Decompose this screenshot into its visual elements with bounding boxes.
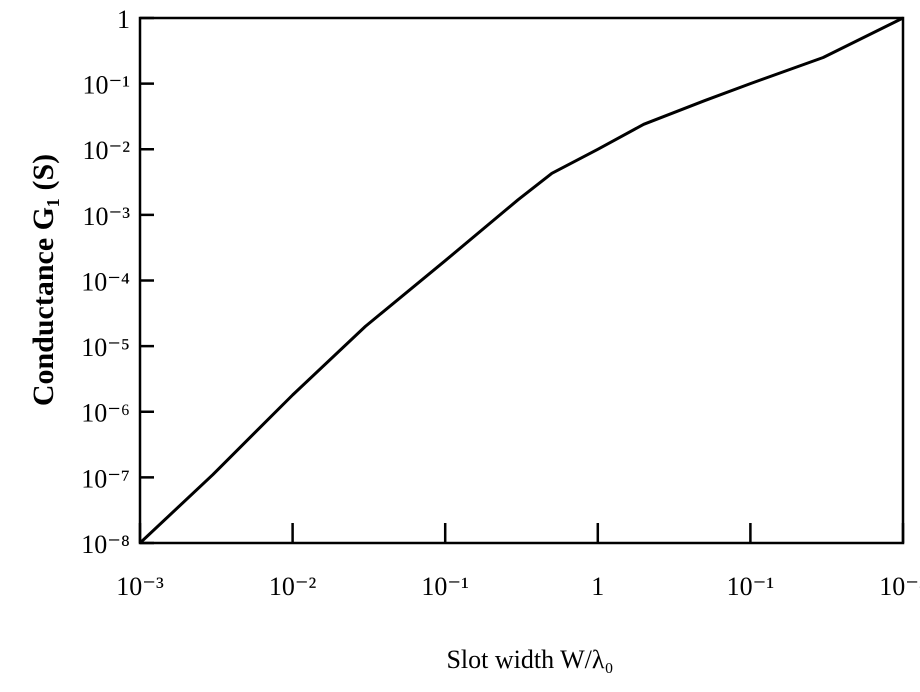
- y-tick-label: 1: [117, 5, 130, 34]
- x-tick-label: 10⁻³: [116, 572, 164, 601]
- data-line: [138, 16, 904, 545]
- x-tick-label: 10⁻²: [879, 572, 920, 601]
- y-tick-label: 10⁻⁸: [81, 530, 130, 559]
- y-tick-label: 10⁻³: [82, 202, 130, 231]
- y-tick-label: 10⁻⁵: [81, 333, 130, 362]
- y-tick-label: 10⁻⁴: [81, 267, 130, 296]
- y-tick-label: 10⁻¹: [82, 71, 130, 100]
- y-tick-label: 10⁻²: [82, 136, 130, 165]
- x-tick-label: 10⁻²: [269, 572, 317, 601]
- x-tick-label: 10⁻¹: [421, 572, 469, 601]
- y-axis-label: Conductance G₁ (S): [27, 154, 60, 406]
- y-tick-label: 10⁻⁶: [81, 399, 130, 428]
- y-tick-label: 10⁻⁷: [81, 464, 130, 493]
- x-tick-label: 10⁻¹: [727, 572, 775, 601]
- plot-frame: [138, 16, 905, 545]
- x-tick-label: 1: [591, 572, 604, 601]
- x-axis-label: Slot width W/λ₀: [446, 645, 613, 674]
